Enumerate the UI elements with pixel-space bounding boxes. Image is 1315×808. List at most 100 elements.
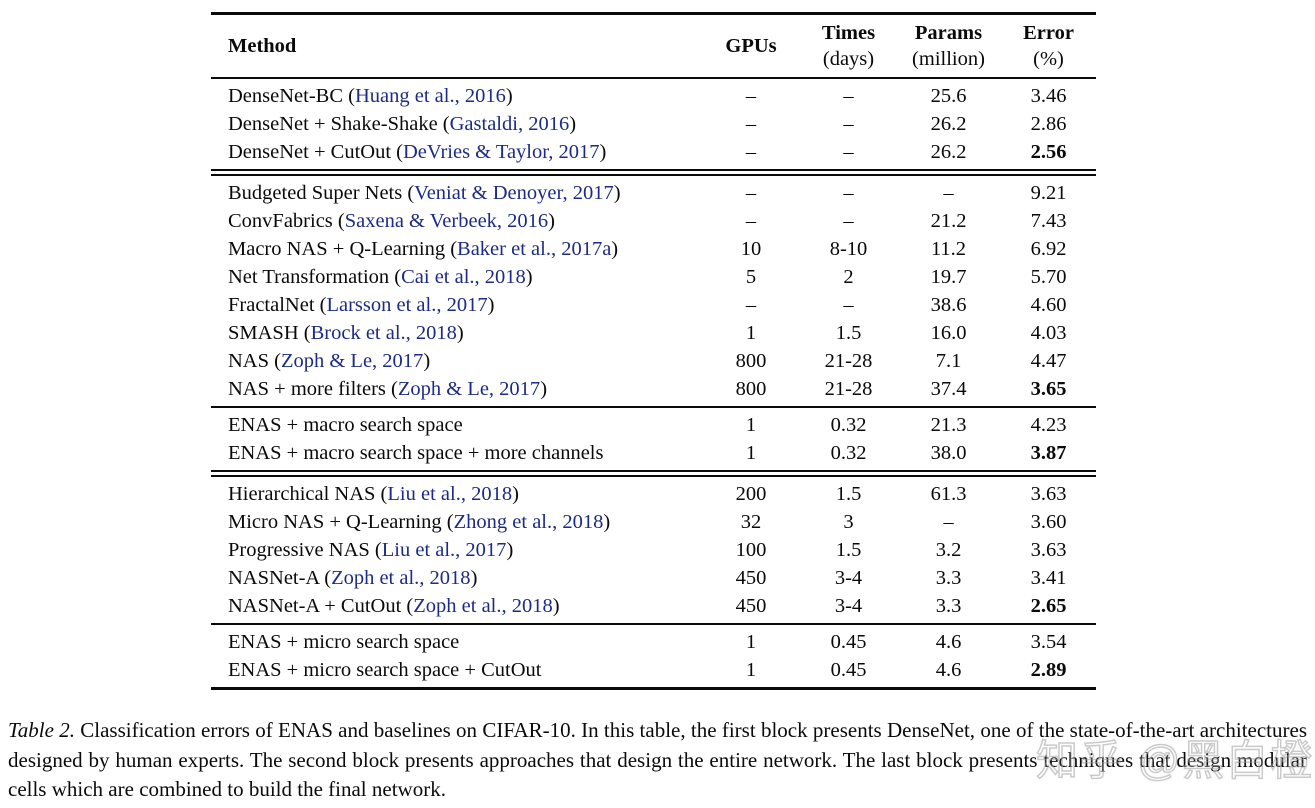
table-row: FractalNet (Larsson et al., 2017) – – 38.6 4…	[211, 291, 1096, 319]
citation-link[interactable]: Larsson et al., 2017	[326, 293, 488, 316]
caption-text: Classification errors of ENAS and baseli…	[8, 718, 1307, 801]
error-cell: 4.60	[1030, 293, 1067, 316]
block-separator-rule	[211, 623, 1096, 625]
citation-link[interactable]: Brock et al., 2018	[310, 321, 457, 344]
citation-link[interactable]: DeVries & Taylor, 2017	[402, 140, 600, 163]
citation-link[interactable]: Zhong et al., 2018	[453, 510, 604, 533]
method-label: SMASH (	[228, 321, 311, 344]
error-cell: 2.65	[1030, 594, 1067, 617]
times-cell: 3	[843, 510, 854, 533]
method-cell: DenseNet + Shake-Shake (Gastaldi, 2016)	[211, 113, 701, 136]
table-row: ENAS + macro search space 1 0.32 21.3 4.23	[211, 411, 1096, 439]
times-cell: 1.5	[835, 321, 862, 344]
method-label: Net Transformation (	[228, 265, 402, 288]
times-cell: –	[843, 209, 854, 232]
method-cell: ENAS + micro search space	[211, 631, 701, 654]
method-label-suffix: )	[525, 265, 533, 288]
method-cell: NASNet-A + CutOut (Zoph et al., 2018)	[211, 595, 701, 618]
method-label: ENAS + micro search space + CutOut	[228, 658, 542, 681]
params-cell: 61.3	[930, 482, 967, 505]
table-row: ENAS + micro search space + CutOut 1 0.45 4…	[211, 656, 1096, 684]
table-row: Progressive NAS (Liu et al., 2017) 100 1.5…	[211, 536, 1096, 564]
method-label: Budgeted Super Nets (	[228, 181, 415, 204]
params-cell: 26.2	[930, 112, 967, 135]
gpus-cell: 800	[735, 349, 767, 372]
params-cell: 7.1	[935, 349, 962, 372]
method-label: ENAS + macro search space + more channel…	[228, 441, 604, 464]
params-cell: 25.6	[930, 84, 967, 107]
citation-link[interactable]: Huang et al., 2016	[354, 84, 506, 107]
citation-link[interactable]: Liu et al., 2018	[387, 482, 513, 505]
method-cell: Hierarchical NAS (Liu et al., 2018)	[211, 483, 701, 506]
gpus-cell: 1	[745, 630, 757, 653]
method-label: NASNet-A + CutOut (	[228, 594, 414, 617]
method-label: ConvFabrics (	[228, 209, 345, 232]
method-label: DenseNet-BC (	[228, 84, 355, 107]
method-cell: NAS + more filters (Zoph & Le, 2017)	[211, 378, 701, 401]
gpus-cell: 100	[735, 538, 767, 561]
table-row: DenseNet + Shake-Shake (Gastaldi, 2016) –…	[211, 110, 1096, 138]
table-block: Budgeted Super Nets (Veniat & Denoyer, 2…	[211, 176, 1096, 406]
citation-link[interactable]: Liu et al., 2017	[381, 538, 507, 561]
column-header-params-label: Params	[914, 22, 983, 44]
method-label-suffix: )	[613, 181, 621, 204]
params-cell: 3.3	[935, 566, 962, 589]
method-label-suffix: )	[423, 349, 431, 372]
method-cell: Budgeted Super Nets (Veniat & Denoyer, 2…	[211, 182, 701, 205]
method-label: ENAS + macro search space	[228, 413, 463, 436]
error-cell: 4.03	[1030, 321, 1067, 344]
times-cell: 2	[843, 265, 854, 288]
column-header-params-unit: (million)	[912, 48, 985, 70]
times-cell: 0.32	[830, 413, 867, 436]
times-cell: 21-28	[824, 377, 873, 400]
error-cell: 3.46	[1030, 84, 1067, 107]
citation-link[interactable]: Zoph et al., 2018	[413, 594, 553, 617]
citation-link[interactable]: Zoph & Le, 2017	[397, 377, 541, 400]
table-row: NAS (Zoph & Le, 2017) 800 21-28 7.1 4.47	[211, 347, 1096, 375]
gpus-cell: 450	[735, 594, 767, 617]
citation-link[interactable]: Cai et al., 2018	[401, 265, 526, 288]
table-header-row: Method GPUs Times (days) Params (million…	[211, 15, 1096, 77]
column-header-method: Method	[228, 34, 297, 57]
citation-link[interactable]: Gastaldi, 2016	[449, 112, 570, 135]
params-cell: 16.0	[930, 321, 967, 344]
error-cell: 9.21	[1030, 181, 1067, 204]
error-cell: 4.47	[1030, 349, 1067, 372]
method-label: Progressive NAS (	[228, 538, 382, 561]
gpus-cell: 32	[740, 510, 762, 533]
error-cell: 4.23	[1030, 413, 1067, 436]
method-label-suffix: )	[603, 510, 611, 533]
block-separator-rule	[211, 406, 1096, 408]
method-cell: ConvFabrics (Saxena & Verbeek, 2016)	[211, 210, 701, 233]
method-cell: Net Transformation (Cai et al., 2018)	[211, 266, 701, 289]
method-label-suffix: )	[611, 237, 619, 260]
citation-link[interactable]: Saxena & Verbeek, 2016	[344, 209, 549, 232]
citation-link[interactable]: Zoph et al., 2018	[331, 566, 471, 589]
method-label-suffix: )	[548, 209, 555, 232]
error-cell: 2.86	[1030, 112, 1067, 135]
column-header-times: Times (days)	[801, 20, 896, 72]
method-label: DenseNet + Shake-Shake (	[228, 112, 450, 135]
times-cell: –	[843, 293, 854, 316]
method-label: Macro NAS + Q-Learning (	[228, 237, 458, 260]
table-row: ConvFabrics (Saxena & Verbeek, 2016) – – 21…	[211, 207, 1096, 235]
method-label-suffix: )	[506, 538, 514, 561]
method-cell: Progressive NAS (Liu et al., 2017)	[211, 539, 701, 562]
times-cell: –	[843, 112, 854, 135]
error-cell: 3.65	[1030, 377, 1067, 400]
table-block: DenseNet-BC (Huang et al., 2016) – – 25.6 3.…	[211, 79, 1096, 169]
method-label-suffix: )	[540, 377, 548, 400]
table-row: NASNet-A (Zoph et al., 2018) 450 3-4 3.3 3.4…	[211, 564, 1096, 592]
table-row: Budgeted Super Nets (Veniat & Denoyer, 2…	[211, 179, 1096, 207]
method-label: Hierarchical NAS (	[228, 482, 388, 505]
method-cell: DenseNet + CutOut (DeVries & Taylor, 201…	[211, 141, 701, 164]
method-cell: FractalNet (Larsson et al., 2017)	[211, 294, 701, 317]
times-cell: –	[843, 84, 854, 107]
citation-link[interactable]: Zoph & Le, 2017	[280, 349, 424, 372]
params-cell: 26.2	[930, 140, 967, 163]
table-row: NAS + more filters (Zoph & Le, 2017) 800 2…	[211, 375, 1096, 403]
method-label: ENAS + micro search space	[228, 630, 460, 653]
citation-link[interactable]: Baker et al., 2017a	[457, 237, 612, 260]
citation-link[interactable]: Veniat & Denoyer, 2017	[414, 181, 614, 204]
method-label-suffix: )	[470, 566, 478, 589]
